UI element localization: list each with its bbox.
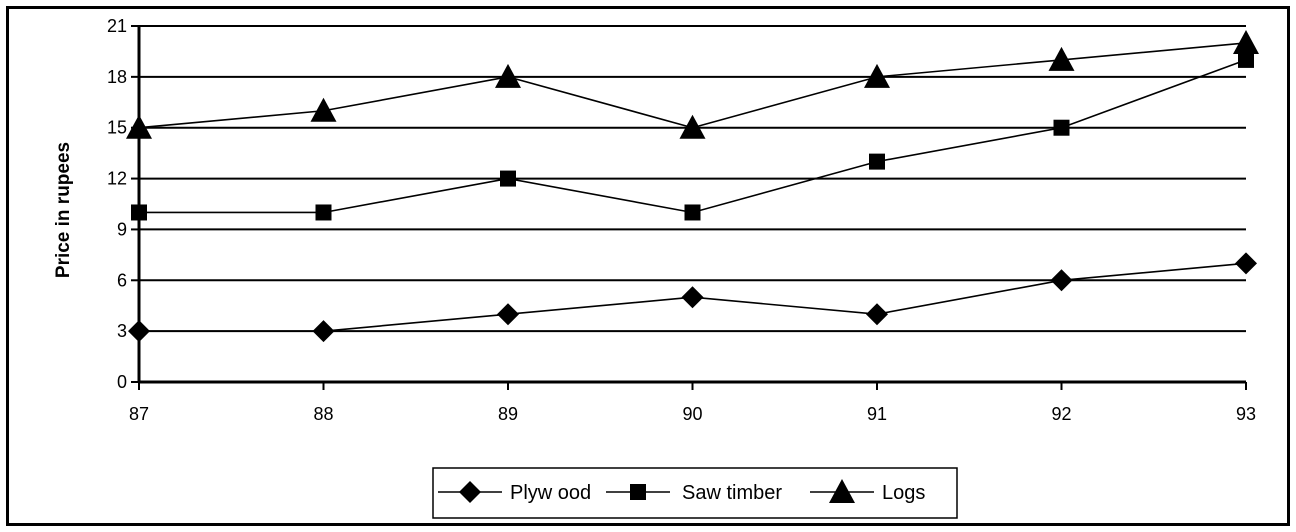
data-point-logs (1233, 29, 1259, 54)
x-tick-label: 87 (129, 404, 149, 424)
y-tick-label: 6 (117, 270, 127, 290)
legend-marker-saw-timber (630, 484, 646, 500)
data-point-saw-timber (869, 153, 885, 170)
data-point-plyw-ood (1235, 252, 1257, 275)
x-tick-label: 93 (1236, 404, 1256, 424)
axes: 0 3 6 9 12 15 18 21 87 88 89 90 91 92 93 (107, 16, 1256, 424)
data-point-saw-timber (684, 204, 701, 221)
data-point-logs (1048, 46, 1075, 71)
legend-label-saw-timber: Saw timber (682, 482, 782, 504)
x-tick-label: 89 (498, 404, 518, 424)
data-point-plyw-ood (1050, 269, 1073, 292)
data-point-saw-timber (1238, 51, 1254, 68)
y-tick-label: 9 (117, 219, 127, 239)
data-point-logs (495, 63, 521, 88)
data-point-plyw-ood (866, 303, 888, 326)
data-point-saw-timber (500, 170, 516, 187)
data-point-logs (864, 63, 890, 88)
data-point-saw-timber (315, 204, 332, 221)
x-tick-label: 92 (1051, 404, 1071, 424)
legend-label-plyw-ood: Plyw ood (510, 482, 591, 504)
data-point-saw-timber (131, 204, 147, 221)
data-point-saw-timber (1053, 119, 1070, 136)
legend-marker-plyw-ood (459, 481, 481, 503)
y-tick-label: 0 (117, 372, 127, 392)
chart-frame (6, 6, 1290, 526)
data-point-logs (679, 114, 706, 139)
gridlines (139, 25, 1246, 333)
y-tick-label: 12 (107, 169, 127, 189)
y-tick-label: 18 (107, 67, 127, 87)
data-point-logs (310, 97, 337, 122)
y-axis-title: Price in rupees (53, 142, 74, 278)
y-tick-label: 21 (107, 16, 127, 36)
data-point-plyw-ood (681, 286, 704, 309)
data-point-plyw-ood (497, 303, 519, 326)
legend-marker-logs (829, 479, 855, 503)
legend: Plyw ood Saw timber Logs (432, 467, 958, 519)
legend-label-logs: Logs (882, 482, 925, 504)
y-tick-label: 15 (107, 118, 127, 138)
x-tick-label: 88 (313, 404, 333, 424)
x-tick-label: 90 (682, 404, 702, 424)
data-point-plyw-ood (312, 320, 335, 343)
data-point-plyw-ood (128, 320, 150, 343)
legend-box (432, 467, 958, 519)
y-tick-label: 3 (117, 321, 127, 341)
x-tick-label: 91 (867, 404, 887, 424)
data-point-logs (126, 114, 152, 139)
series-markers (126, 29, 1259, 343)
